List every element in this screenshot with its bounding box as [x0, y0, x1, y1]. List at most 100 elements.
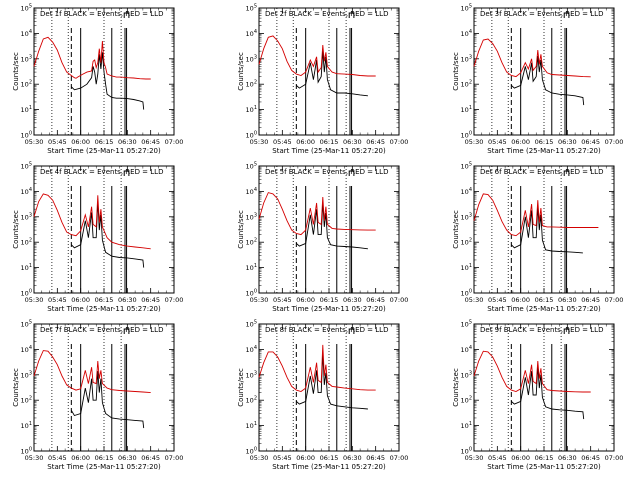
x-axis-label: Start Time (25-Mar-11 05:27:20) — [272, 305, 386, 313]
x-tick-label: 07:00 — [605, 296, 624, 304]
y-tick-label: 101 — [21, 263, 32, 272]
y-tick-label: 105 — [461, 162, 472, 171]
chart-panel: Det 3f BLACK = Events, RED = LLD 100 101 10… — [452, 4, 623, 156]
y-tick-label: 101 — [461, 263, 472, 272]
x-tick-label: 06:30 — [343, 296, 362, 304]
y-tick-label: 102 — [246, 80, 257, 89]
time-bracket-marker — [348, 170, 355, 176]
y-tick-label: 105 — [21, 162, 32, 171]
y-axis-label: Counts/sec — [452, 210, 460, 249]
x-tick-label: 06:15 — [95, 296, 114, 304]
y-tick-label: 100 — [21, 289, 32, 298]
y-tick-label: 103 — [246, 212, 257, 221]
chart-title: Det 1f BLACK = Events, RED = LLD — [40, 10, 163, 18]
y-tick-label: 102 — [246, 396, 257, 405]
x-tick-label: 05:45 — [273, 454, 292, 462]
x-tick-label: 06:45 — [366, 138, 385, 146]
y-tick-label: 104 — [246, 29, 257, 38]
y-tick-label: 104 — [461, 29, 472, 38]
time-bracket-marker — [123, 170, 130, 176]
y-tick-label: 102 — [246, 238, 257, 247]
lld-series-line — [33, 193, 151, 250]
x-tick-label: 06:00 — [71, 454, 90, 462]
y-axis-label: Counts/sec — [237, 52, 245, 91]
y-tick-label: 102 — [21, 238, 32, 247]
chart-panel: Det 6f BLACK = Events, RED = LLD 100 101 10… — [452, 162, 623, 314]
x-tick-label: 06:00 — [511, 296, 530, 304]
chart-panel: Det 9f BLACK = Events, RED = LLD 100 101 10… — [452, 320, 623, 472]
events-series-line — [510, 206, 583, 254]
y-tick-label: 104 — [461, 345, 472, 354]
y-tick-label: 104 — [21, 29, 32, 38]
x-tick-label: 05:45 — [273, 296, 292, 304]
y-tick-label: 103 — [21, 370, 32, 379]
y-tick-label: 104 — [246, 187, 257, 196]
y-tick-label: 102 — [21, 80, 32, 89]
x-tick-label: 05:45 — [488, 138, 507, 146]
y-tick-label: 100 — [461, 447, 472, 456]
x-tick-label: 06:45 — [141, 454, 160, 462]
x-tick-label: 05:45 — [488, 296, 507, 304]
x-tick-label: 06:00 — [511, 138, 530, 146]
y-axis-label: Counts/sec — [452, 52, 460, 91]
chart-title: Det 8f BLACK = Events, RED = LLD — [265, 326, 388, 334]
x-tick-label: 05:30 — [465, 454, 484, 462]
x-axis-label: Start Time (25-Mar-11 05:27:20) — [487, 463, 601, 471]
events-series-line — [296, 51, 368, 97]
x-tick-label: 07:00 — [605, 454, 624, 462]
x-tick-label: 06:30 — [118, 138, 137, 146]
lld-series-line — [473, 193, 599, 237]
x-axis-label: Start Time (25-Mar-11 05:27:20) — [272, 463, 386, 471]
x-tick-label: 06:00 — [296, 454, 315, 462]
time-bracket-marker — [123, 328, 130, 334]
y-tick-label: 105 — [246, 4, 257, 13]
x-tick-label: 06:15 — [535, 296, 554, 304]
y-tick-label: 101 — [21, 105, 32, 114]
lld-series-line — [33, 350, 151, 394]
x-tick-label: 07:00 — [390, 454, 409, 462]
x-tick-label: 06:30 — [558, 454, 577, 462]
x-tick-label: 06:30 — [118, 296, 137, 304]
x-axis-label: Start Time (25-Mar-11 05:27:20) — [487, 147, 601, 155]
x-tick-label: 06:30 — [558, 138, 577, 146]
y-tick-label: 103 — [21, 212, 32, 221]
y-tick-label: 100 — [461, 289, 472, 298]
lld-series-line — [473, 350, 591, 393]
lld-series-line — [473, 38, 591, 78]
y-axis-label: Counts/sec — [12, 368, 20, 407]
chart-panel: Det 5f BLACK = Events, RED = LLD 100 101 10… — [237, 162, 408, 314]
y-tick-label: 101 — [246, 263, 257, 272]
chart-title: Det 3f BLACK = Events, RED = LLD — [480, 10, 603, 18]
y-tick-label: 100 — [246, 131, 257, 140]
chart-title: Det 7f BLACK = Events, RED = LLD — [40, 326, 163, 334]
chart-title: Det 2f BLACK = Events, RED = LLD — [265, 10, 388, 18]
x-tick-label: 06:15 — [320, 454, 339, 462]
y-tick-label: 101 — [246, 421, 257, 430]
y-tick-label: 100 — [21, 131, 32, 140]
y-axis-label: Counts/sec — [237, 210, 245, 249]
chart-title: Det 9f BLACK = Events, RED = LLD — [480, 326, 603, 334]
lld-series-line — [258, 192, 376, 236]
chart-panel: Det 8f BLACK = Events, RED = LLD 100 101 10… — [237, 320, 408, 472]
y-tick-label: 104 — [461, 187, 472, 196]
events-series-line — [70, 52, 145, 110]
y-tick-label: 100 — [21, 447, 32, 456]
y-tick-label: 101 — [246, 105, 257, 114]
chart-title: Det 4f BLACK = Events, RED = LLD — [40, 168, 163, 176]
x-tick-label: 07:00 — [165, 296, 184, 304]
x-tick-label: 06:00 — [71, 138, 90, 146]
x-tick-label: 06:15 — [535, 138, 554, 146]
time-bracket-marker — [563, 170, 570, 176]
x-tick-label: 07:00 — [165, 454, 184, 462]
y-tick-label: 101 — [461, 105, 472, 114]
x-tick-label: 06:15 — [320, 138, 339, 146]
x-tick-label: 05:45 — [488, 454, 507, 462]
events-series-line — [70, 201, 145, 268]
y-tick-label: 103 — [246, 54, 257, 63]
chart-panel: Det 2f BLACK = Events, RED = LLD 100 101 10… — [237, 4, 408, 156]
x-tick-label: 06:30 — [343, 454, 362, 462]
x-axis-label: Start Time (25-Mar-11 05:27:20) — [47, 147, 161, 155]
chart-panel: Det 7f BLACK = Events, RED = LLD 100 101 10… — [12, 320, 183, 472]
y-tick-label: 102 — [461, 238, 472, 247]
